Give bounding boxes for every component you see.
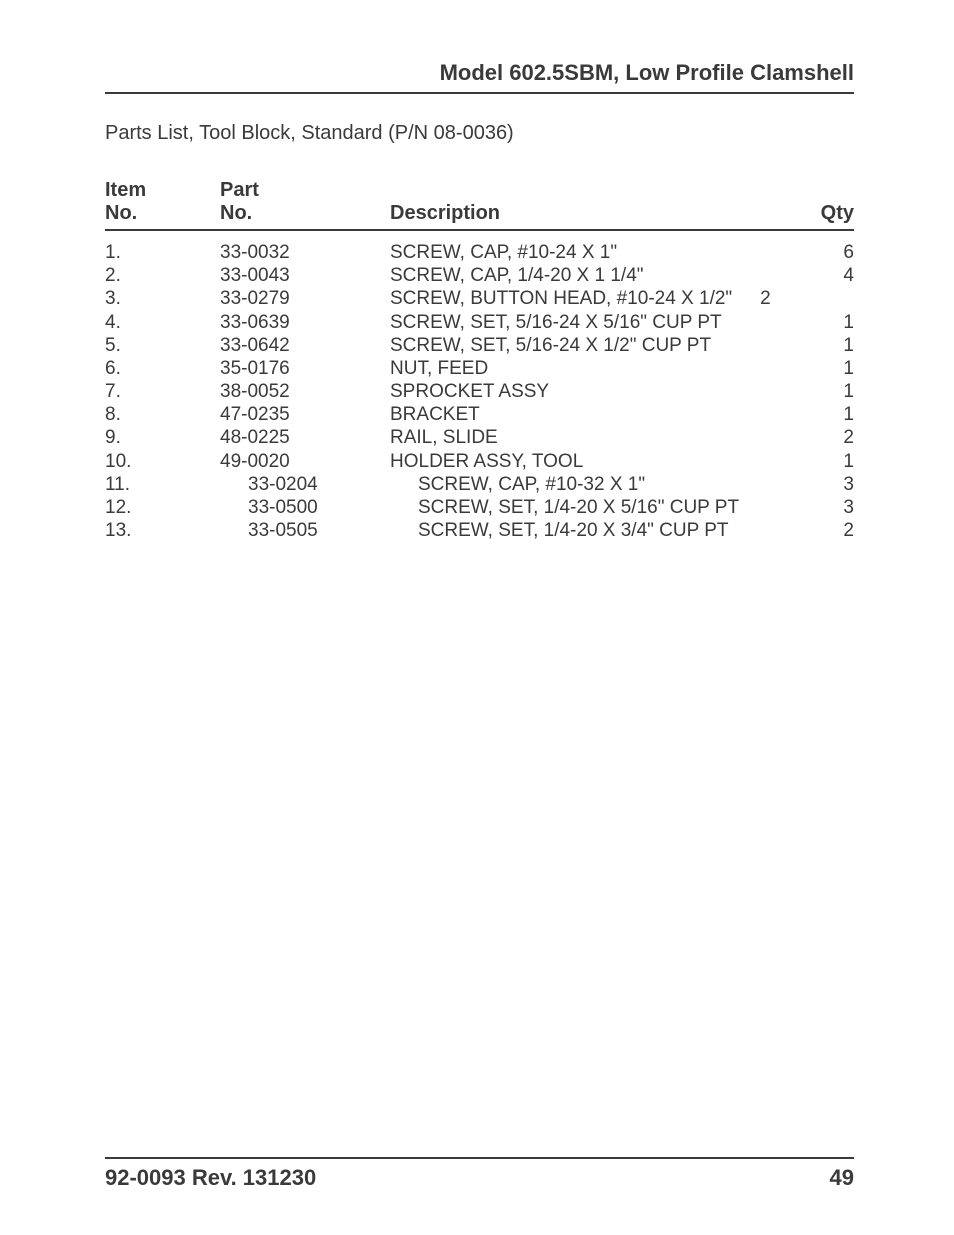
cell-qty: 1: [794, 403, 854, 426]
table-row: 6.35-0176NUT, FEED1: [105, 357, 854, 380]
cell-description: BRACKET: [390, 403, 794, 426]
footer-page-number: 49: [830, 1165, 854, 1191]
table-row: 2.33-0043SCREW, CAP, 1/4-20 X 1 1/4"4: [105, 264, 854, 287]
cell-part-no: 33-0043: [220, 264, 390, 287]
cell-part-no: 48-0225: [220, 426, 390, 449]
cell-description: NUT, FEED: [390, 357, 794, 380]
cell-qty: 2: [794, 519, 854, 542]
subtitle: Parts List, Tool Block, Standard (P/N 08…: [105, 122, 854, 145]
cell-description: SCREW, CAP, #10-32 X 1": [418, 473, 794, 496]
header-description: Description: [390, 179, 794, 225]
cell-part-no: 33-0642: [220, 334, 390, 357]
table-row: 5.33-0642SCREW, SET, 5/16-24 X 1/2" CUP …: [105, 334, 854, 357]
footer-left: 92-0093 Rev. 131230: [105, 1165, 316, 1191]
table-header-row: Item No. Part No. Description Qty: [105, 179, 854, 231]
cell-qty: 3: [794, 496, 854, 519]
cell-part-no: 33-0500: [220, 496, 418, 519]
page-title: Model 602.5SBM, Low Profile Clamshell: [105, 60, 854, 94]
table-row: 11.33-0204SCREW, CAP, #10-32 X 1"3: [105, 473, 854, 496]
cell-description: SCREW, SET, 1/4-20 X 3/4" CUP PT: [418, 519, 794, 542]
cell-item-no: 13.: [105, 519, 220, 542]
header-part-no: Part No.: [220, 179, 390, 225]
table-row: 1.33-0032SCREW, CAP, #10-24 X 1"6: [105, 241, 854, 264]
cell-item-no: 12.: [105, 496, 220, 519]
cell-part-no: 35-0176: [220, 357, 390, 380]
cell-part-no: 47-0235: [220, 403, 390, 426]
cell-item-no: 2.: [105, 264, 220, 287]
cell-part-no: 33-0639: [220, 311, 390, 334]
cell-description: RAIL, SLIDE: [390, 426, 794, 449]
cell-item-no: 3.: [105, 287, 220, 310]
cell-qty: 3: [794, 473, 854, 496]
cell-description: SPROCKET ASSY: [390, 380, 794, 403]
cell-qty: 1: [794, 334, 854, 357]
cell-qty-inline: 2: [760, 288, 771, 309]
cell-description: HOLDER ASSY, TOOL: [390, 450, 794, 473]
header-qty: Qty: [794, 179, 854, 225]
header-qty-blank: [794, 179, 854, 202]
cell-item-no: 4.: [105, 311, 220, 334]
cell-item-no: 7.: [105, 380, 220, 403]
header-part-line1: Part: [220, 179, 390, 202]
table-row: 12.33-0500SCREW, SET, 1/4-20 X 5/16" CUP…: [105, 496, 854, 519]
cell-item-no: 10.: [105, 450, 220, 473]
header-desc-blank: [390, 179, 794, 202]
header-item-line2: No.: [105, 202, 220, 225]
cell-description: SCREW, SET, 1/4-20 X 5/16" CUP PT: [418, 496, 794, 519]
cell-item-no: 1.: [105, 241, 220, 264]
cell-description: SCREW, CAP, #10-24 X 1": [390, 241, 794, 264]
parts-table: Item No. Part No. Description Qty 1.33-0…: [105, 179, 854, 542]
page: Model 602.5SBM, Low Profile Clamshell Pa…: [0, 0, 954, 1235]
cell-qty: 2: [794, 426, 854, 449]
cell-qty: 1: [794, 380, 854, 403]
table-row: 8.47-0235BRACKET1: [105, 403, 854, 426]
cell-part-no: 49-0020: [220, 450, 390, 473]
cell-qty: 1: [794, 450, 854, 473]
cell-description: SCREW, BUTTON HEAD, #10-24 X 1/2"2: [390, 287, 794, 310]
table-row: 9.48-0225RAIL, SLIDE2: [105, 426, 854, 449]
table-row: 13.33-0505SCREW, SET, 1/4-20 X 3/4" CUP …: [105, 519, 854, 542]
cell-part-no: 33-0032: [220, 241, 390, 264]
cell-part-no: 33-0204: [220, 473, 418, 496]
cell-qty: 4: [794, 264, 854, 287]
table-row: 4.33-0639SCREW, SET, 5/16-24 X 5/16" CUP…: [105, 311, 854, 334]
header-item-no: Item No.: [105, 179, 220, 225]
cell-qty: 1: [794, 357, 854, 380]
header-item-line1: Item: [105, 179, 220, 202]
cell-qty: 6: [794, 241, 854, 264]
header-qty-label: Qty: [794, 202, 854, 225]
header-part-line2: No.: [220, 202, 390, 225]
cell-part-no: 33-0505: [220, 519, 418, 542]
cell-part-no: 38-0052: [220, 380, 390, 403]
table-row: 10.49-0020HOLDER ASSY, TOOL1: [105, 450, 854, 473]
cell-qty: [794, 287, 854, 310]
page-footer: 92-0093 Rev. 131230 49: [105, 1157, 854, 1191]
header-desc-label: Description: [390, 202, 794, 225]
cell-description: SCREW, SET, 5/16-24 X 1/2" CUP PT: [390, 334, 794, 357]
cell-description: SCREW, CAP, 1/4-20 X 1 1/4": [390, 264, 794, 287]
cell-description: SCREW, SET, 5/16-24 X 5/16" CUP PT: [390, 311, 794, 334]
table-row: 3.33-0279SCREW, BUTTON HEAD, #10-24 X 1/…: [105, 287, 854, 310]
cell-item-no: 11.: [105, 473, 220, 496]
cell-item-no: 8.: [105, 403, 220, 426]
table-body: 1.33-0032SCREW, CAP, #10-24 X 1"62.33-00…: [105, 231, 854, 542]
cell-item-no: 9.: [105, 426, 220, 449]
cell-qty: 1: [794, 311, 854, 334]
cell-item-no: 6.: [105, 357, 220, 380]
table-row: 7.38-0052SPROCKET ASSY1: [105, 380, 854, 403]
cell-part-no: 33-0279: [220, 287, 390, 310]
cell-item-no: 5.: [105, 334, 220, 357]
